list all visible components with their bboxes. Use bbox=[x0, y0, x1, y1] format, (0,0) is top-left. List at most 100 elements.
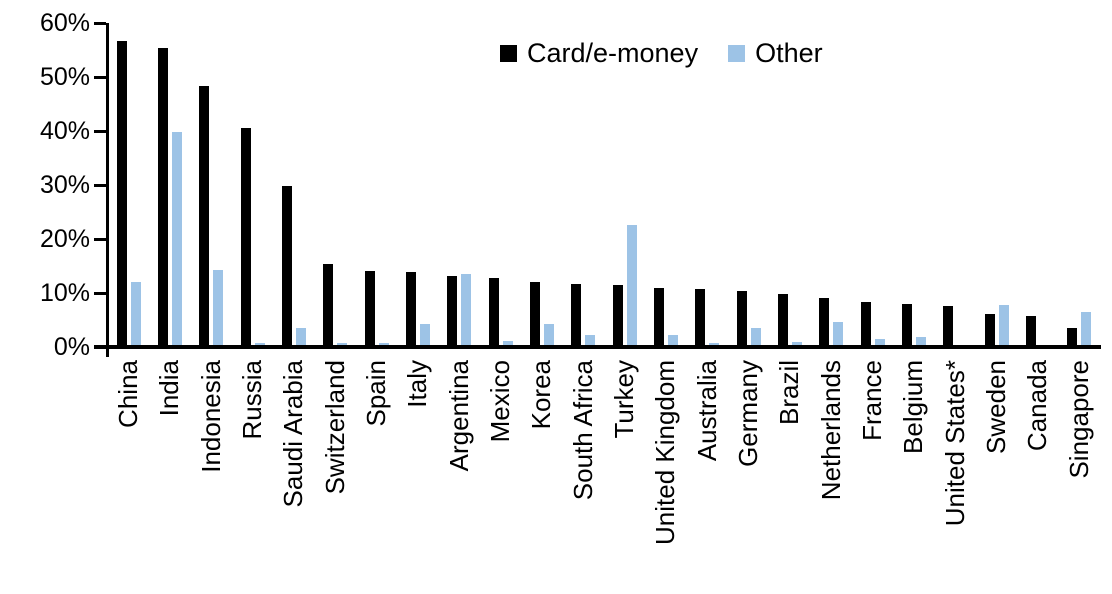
bar-group-russia bbox=[232, 23, 273, 347]
bar-group-united-kingdom bbox=[645, 23, 686, 347]
x-label-brazil: Brazil bbox=[774, 360, 805, 426]
bar-group-netherlands bbox=[811, 23, 852, 347]
bar-other-china bbox=[130, 282, 141, 347]
x-label-france: France bbox=[856, 360, 887, 441]
x-slot-brazil: Brazil bbox=[769, 360, 810, 545]
x-label-saudi-arabia: Saudi Arabia bbox=[278, 360, 309, 508]
bar-card-saudi-arabia bbox=[281, 186, 292, 347]
bar-card-brazil bbox=[777, 293, 788, 347]
bar-group-united-states bbox=[935, 23, 976, 347]
bar-other-turkey bbox=[626, 225, 637, 347]
bar-group-sweden bbox=[976, 23, 1017, 347]
y-tick-10 bbox=[94, 291, 106, 295]
bar-other-argentina bbox=[461, 274, 472, 347]
y-tick-label-30: 30% bbox=[39, 171, 90, 199]
x-label-italy: Italy bbox=[402, 360, 433, 408]
legend-swatch-other-icon bbox=[728, 45, 746, 62]
x-slot-turkey: Turkey bbox=[604, 360, 645, 545]
bar-card-canada bbox=[1025, 316, 1036, 347]
bar-card-australia bbox=[695, 289, 706, 347]
y-tick-label-60: 60% bbox=[39, 9, 90, 37]
bar-other-saudi-arabia bbox=[295, 327, 306, 347]
bar-other-brazil bbox=[791, 341, 802, 347]
x-slot-belgium: Belgium bbox=[893, 360, 934, 545]
bar-other-south-africa bbox=[585, 335, 596, 347]
x-slot-italy: Italy bbox=[397, 360, 438, 545]
x-slot-australia: Australia bbox=[687, 360, 728, 545]
x-label-singapore: Singapore bbox=[1063, 360, 1094, 479]
y-tick-20 bbox=[94, 237, 106, 241]
bar-card-south-africa bbox=[571, 284, 582, 347]
x-axis-labels: China India Indonesia Russia Saudi Arabia Swi… bbox=[108, 360, 1100, 545]
x-slot-canada: Canada bbox=[1017, 360, 1058, 545]
legend-item-other: Other bbox=[728, 40, 823, 67]
x-slot-saudi-arabia: Saudi Arabia bbox=[273, 360, 314, 545]
x-axis-line bbox=[94, 345, 1101, 349]
bar-group-italy bbox=[397, 23, 438, 347]
x-label-india: India bbox=[154, 360, 185, 417]
x-slot-china: China bbox=[108, 360, 149, 545]
bar-group-germany bbox=[728, 23, 769, 347]
x-slot-south-africa: South Africa bbox=[563, 360, 604, 545]
bar-group-switzerland bbox=[315, 23, 356, 347]
x-slot-united-kingdom: United Kingdom bbox=[645, 360, 686, 545]
legend-item-card-e-money: Card/e-money bbox=[500, 40, 698, 67]
bar-other-united-kingdom bbox=[667, 335, 678, 347]
bar-card-mexico bbox=[488, 278, 499, 347]
x-slot-russia: Russia bbox=[232, 360, 273, 545]
bar-card-switzerland bbox=[323, 263, 334, 347]
x-label-netherlands: Netherlands bbox=[815, 360, 846, 501]
x-label-argentina: Argentina bbox=[443, 360, 474, 472]
bar-card-china bbox=[116, 41, 127, 347]
x-slot-united-states: United States* bbox=[935, 360, 976, 545]
x-slot-india: India bbox=[149, 360, 190, 545]
bar-group-korea bbox=[521, 23, 562, 347]
x-label-united-kingdom: United Kingdom bbox=[650, 360, 681, 545]
bar-group-spain bbox=[356, 23, 397, 347]
bar-group-turkey bbox=[604, 23, 645, 347]
bar-group-canada bbox=[1017, 23, 1058, 347]
y-tick-label-20: 20% bbox=[39, 225, 90, 253]
bar-other-france bbox=[874, 339, 885, 347]
bar-group-brazil bbox=[769, 23, 810, 347]
x-slot-netherlands: Netherlands bbox=[811, 360, 852, 545]
bar-group-mexico bbox=[480, 23, 521, 347]
bar-card-singapore bbox=[1067, 327, 1078, 347]
legend-label-card-e-money: Card/e-money bbox=[527, 38, 699, 68]
bar-other-italy bbox=[419, 323, 430, 347]
x-slot-mexico: Mexico bbox=[480, 360, 521, 545]
x-slot-singapore: Singapore bbox=[1059, 360, 1100, 545]
x-label-korea: Korea bbox=[526, 360, 557, 430]
x-label-germany: Germany bbox=[732, 360, 763, 467]
x-slot-germany: Germany bbox=[728, 360, 769, 545]
x-label-indonesia: Indonesia bbox=[195, 360, 226, 473]
bar-group-australia bbox=[687, 23, 728, 347]
bar-other-sweden bbox=[998, 304, 1009, 347]
bar-card-united-kingdom bbox=[653, 288, 664, 347]
bar-group-belgium bbox=[893, 23, 934, 347]
x-label-mexico: Mexico bbox=[484, 360, 515, 443]
x-label-united-states: United States* bbox=[939, 360, 970, 527]
y-tick-60 bbox=[94, 21, 106, 25]
x-label-south-africa: South Africa bbox=[567, 360, 598, 501]
bar-other-spain bbox=[378, 342, 389, 347]
x-label-turkey: Turkey bbox=[608, 360, 639, 439]
x-label-canada: Canada bbox=[1022, 360, 1053, 452]
y-tick-label-40: 40% bbox=[39, 117, 90, 145]
y-tick-30 bbox=[94, 183, 106, 187]
bar-card-turkey bbox=[612, 285, 623, 347]
bar-group-china bbox=[108, 23, 149, 347]
bar-group-argentina bbox=[439, 23, 480, 347]
bar-other-mexico bbox=[502, 341, 513, 347]
bar-card-spain bbox=[364, 270, 375, 347]
x-slot-spain: Spain bbox=[356, 360, 397, 545]
bar-other-belgium bbox=[915, 337, 926, 347]
bar-card-france bbox=[860, 301, 871, 347]
bar-other-australia bbox=[709, 342, 720, 347]
x-slot-korea: Korea bbox=[521, 360, 562, 545]
bar-card-belgium bbox=[901, 304, 912, 347]
x-slot-argentina: Argentina bbox=[439, 360, 480, 545]
bar-card-india bbox=[157, 47, 168, 347]
bar-card-indonesia bbox=[199, 85, 210, 347]
